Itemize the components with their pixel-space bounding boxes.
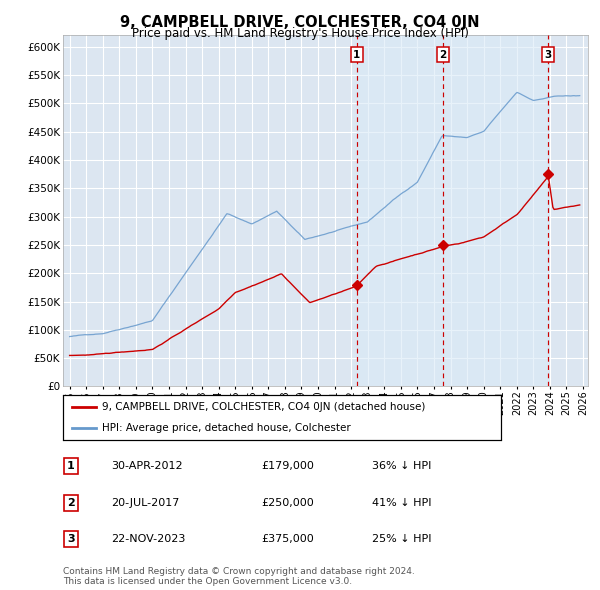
Text: 1: 1 bbox=[353, 50, 360, 60]
Text: £179,000: £179,000 bbox=[261, 461, 314, 471]
Text: 41% ↓ HPI: 41% ↓ HPI bbox=[372, 498, 431, 507]
FancyBboxPatch shape bbox=[64, 494, 77, 510]
Text: Contains HM Land Registry data © Crown copyright and database right 2024.
This d: Contains HM Land Registry data © Crown c… bbox=[63, 567, 415, 586]
FancyBboxPatch shape bbox=[64, 531, 77, 548]
Text: 2: 2 bbox=[439, 50, 446, 60]
Text: HPI: Average price, detached house, Colchester: HPI: Average price, detached house, Colc… bbox=[101, 424, 350, 434]
Text: Price paid vs. HM Land Registry's House Price Index (HPI): Price paid vs. HM Land Registry's House … bbox=[131, 27, 469, 40]
Text: 9, CAMPBELL DRIVE, COLCHESTER, CO4 0JN: 9, CAMPBELL DRIVE, COLCHESTER, CO4 0JN bbox=[120, 15, 480, 30]
Text: 9, CAMPBELL DRIVE, COLCHESTER, CO4 0JN (detached house): 9, CAMPBELL DRIVE, COLCHESTER, CO4 0JN (… bbox=[101, 402, 425, 412]
Text: 2: 2 bbox=[67, 498, 74, 507]
FancyBboxPatch shape bbox=[64, 458, 77, 474]
Text: £250,000: £250,000 bbox=[261, 498, 314, 507]
Text: 3: 3 bbox=[545, 50, 552, 60]
Bar bbox=[356, 35, 548, 386]
Text: £375,000: £375,000 bbox=[261, 535, 314, 544]
Text: 36% ↓ HPI: 36% ↓ HPI bbox=[372, 461, 431, 471]
Text: 30-APR-2012: 30-APR-2012 bbox=[111, 461, 182, 471]
Text: 1: 1 bbox=[67, 461, 74, 471]
Text: 20-JUL-2017: 20-JUL-2017 bbox=[111, 498, 179, 507]
Text: 22-NOV-2023: 22-NOV-2023 bbox=[111, 535, 185, 544]
Text: 25% ↓ HPI: 25% ↓ HPI bbox=[372, 535, 431, 544]
Text: 3: 3 bbox=[67, 535, 74, 544]
